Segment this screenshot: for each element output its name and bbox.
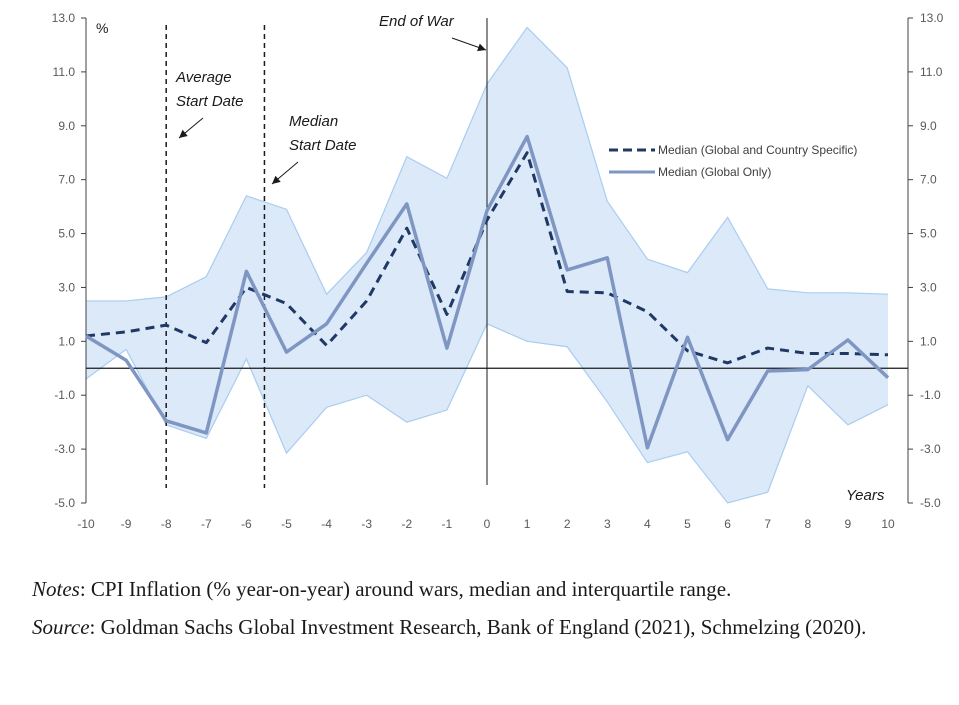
y-tick-label-left: 11.0 xyxy=(53,65,76,79)
x-tick-label: 0 xyxy=(484,517,491,531)
y-tick-label-right: 9.0 xyxy=(920,119,937,133)
event-label: Start Date xyxy=(289,137,357,154)
y-tick-label-left: 3.0 xyxy=(58,280,75,294)
x-tick-label: -5 xyxy=(281,517,292,531)
x-tick-label: 7 xyxy=(764,517,771,531)
x-tick-label: 10 xyxy=(881,517,895,531)
legend-label: Median (Global Only) xyxy=(658,165,771,179)
series-lines xyxy=(85,134,890,450)
x-tick-label: -6 xyxy=(241,517,252,531)
x-tick-label: -10 xyxy=(77,517,95,531)
event-label: Average xyxy=(175,69,232,86)
source-label: Source xyxy=(32,615,90,639)
y-tick-label-left: -3.0 xyxy=(54,442,75,456)
x-tick-label: 9 xyxy=(845,517,852,531)
y-tick-label-right: 13.0 xyxy=(920,11,944,25)
x-tick-label: -8 xyxy=(161,517,172,531)
x-tick-label: 2 xyxy=(564,517,571,531)
chart-labels: Average Start Date Median Start Date End of … xyxy=(96,13,885,504)
legend: Median (Global and Country Specific) Medi… xyxy=(609,143,857,179)
y-tick-label-right: 3.0 xyxy=(920,280,937,294)
legend-label: Median (Global and Country Specific) xyxy=(658,143,857,157)
x-tick-label: 6 xyxy=(724,517,731,531)
y-axis-label: % xyxy=(96,20,108,36)
arrow-head xyxy=(272,175,281,184)
x-tick-label: -1 xyxy=(442,517,453,531)
x-axis-label: Years xyxy=(846,487,885,504)
event-label: End of War xyxy=(379,13,455,30)
y-tick-label-right: -5.0 xyxy=(920,496,941,510)
y-tick-label-left: -1.0 xyxy=(54,388,75,402)
y-tick-label-right: 1.0 xyxy=(920,334,937,348)
y-tick-label-left: 7.0 xyxy=(58,173,75,187)
notes-line: Notes: CPI Inflation (% year-on-year) ar… xyxy=(32,570,952,608)
x-tick-label: 8 xyxy=(804,517,811,531)
x-tick-label: 3 xyxy=(604,517,611,531)
y-tick-label-right: -3.0 xyxy=(920,442,941,456)
x-tick-label: 5 xyxy=(684,517,691,531)
x-tick-label: -9 xyxy=(121,517,132,531)
inflation-chart: 13.0 13.011.0 11.09.0 9.07.0 7.05.0 5.03.0 3.0… xyxy=(52,11,944,531)
event-label: Start Date xyxy=(176,93,244,110)
arrow-head xyxy=(477,43,486,52)
event-markers xyxy=(165,18,488,488)
series-line-global-country xyxy=(85,151,889,365)
y-tick-label-right: 11.0 xyxy=(920,65,943,79)
x-tick-label: -7 xyxy=(201,517,212,531)
y-tick-label-left: 9.0 xyxy=(58,119,75,133)
source-line: Source: Goldman Sachs Global Investment … xyxy=(32,608,952,646)
event-label: Median xyxy=(289,113,338,130)
x-tick-label: -4 xyxy=(321,517,332,531)
y-tick-label-right: -1.0 xyxy=(920,388,941,402)
y-tick-label-left: 1.0 xyxy=(58,334,75,348)
y-tick-label-left: -5.0 xyxy=(54,496,75,510)
notes-text: : CPI Inflation (% year-on-year) around … xyxy=(79,577,732,601)
chart-notes: Notes: CPI Inflation (% year-on-year) ar… xyxy=(32,570,952,646)
y-tick-label-right: 7.0 xyxy=(920,173,937,187)
y-tick-label-right: 5.0 xyxy=(920,227,937,241)
arrow-head xyxy=(179,129,188,138)
series-line-global-only xyxy=(85,134,890,450)
y-tick-label-left: 5.0 xyxy=(58,227,75,241)
y-tick-label-left: 13.0 xyxy=(52,11,76,25)
x-tick-label: -2 xyxy=(401,517,412,531)
source-text: : Goldman Sachs Global Investment Resear… xyxy=(89,615,867,639)
x-tick-label: 4 xyxy=(644,517,651,531)
x-tick-label: -3 xyxy=(361,517,372,531)
x-tick-label: 1 xyxy=(524,517,531,531)
notes-label: Notes xyxy=(32,577,80,601)
